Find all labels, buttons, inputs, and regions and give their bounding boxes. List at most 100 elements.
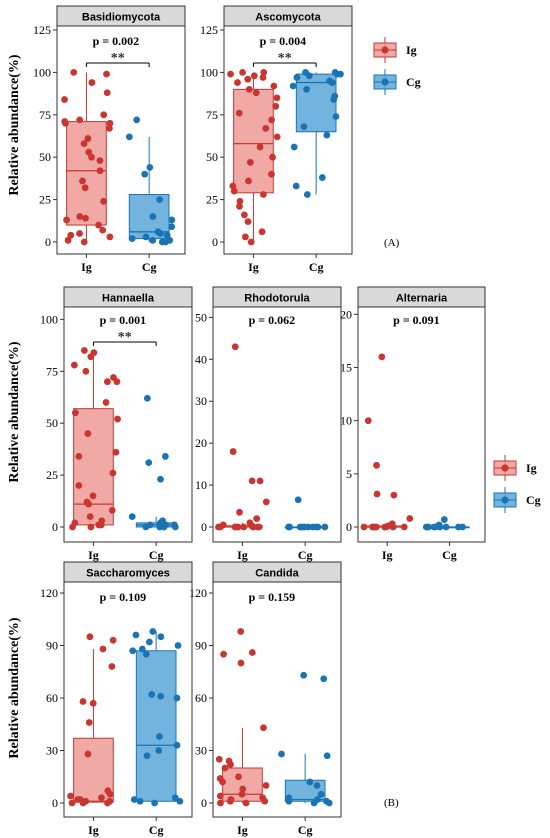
data-point-ig — [272, 102, 280, 110]
data-point-ig — [85, 148, 93, 156]
data-point-ig — [99, 645, 107, 653]
data-point-cg — [171, 523, 179, 531]
data-point-cg — [285, 523, 293, 531]
y-tick-label: 0 — [212, 235, 218, 249]
box-ig — [233, 88, 274, 194]
data-point-cg — [422, 523, 430, 531]
data-point-ig — [108, 663, 116, 670]
data-point-cg — [304, 523, 312, 531]
data-point-cg — [303, 85, 310, 93]
data-point-ig — [236, 197, 244, 205]
data-point-cg — [133, 116, 141, 124]
data-point-cg — [321, 523, 329, 531]
data-point-ig — [260, 191, 267, 198]
y-tick-label: 50 — [206, 150, 218, 164]
data-point-cg — [157, 633, 165, 641]
data-point-ig — [95, 221, 102, 229]
data-point-ig — [109, 469, 117, 477]
data-point-ig — [241, 233, 249, 241]
data-point-ig — [103, 378, 111, 386]
y-tick-label: 25 — [46, 468, 58, 482]
panel-border — [56, 25, 186, 255]
significance-stars: ** — [118, 330, 132, 345]
data-point-ig — [239, 69, 246, 76]
legend-point — [501, 496, 509, 504]
data-point-ig — [62, 119, 69, 127]
data-point-ig — [79, 698, 87, 705]
data-point-cg — [317, 790, 325, 798]
data-point-ig — [96, 157, 104, 164]
data-point-ig — [220, 650, 228, 658]
legend-label-cg: Cg — [406, 75, 421, 89]
data-point-ig — [76, 116, 84, 124]
data-point-ig — [81, 184, 89, 192]
legend-point — [501, 464, 509, 472]
data-point-ig — [248, 649, 256, 656]
data-point-ig — [64, 236, 72, 244]
y-tick-label: 90 — [195, 639, 207, 653]
data-point-ig — [260, 69, 268, 76]
data-point-cg — [128, 513, 136, 521]
data-point-ig — [232, 523, 240, 531]
legend-a: Ig Cg — [373, 37, 421, 95]
data-point-ig — [86, 513, 94, 521]
data-point-cg — [294, 496, 302, 504]
data-point-ig — [236, 508, 243, 516]
data-point-ig — [84, 750, 92, 758]
data-point-ig — [217, 523, 224, 531]
data-point-ig — [236, 202, 243, 210]
p-value-label: p = 0.091 — [393, 313, 440, 327]
strip-title: Hannaella — [102, 293, 155, 305]
y-tick-label: 75 — [206, 108, 218, 122]
data-point-cg — [156, 733, 163, 740]
legend-point — [381, 46, 389, 54]
data-point-cg — [173, 741, 181, 749]
data-point-cg — [158, 238, 166, 246]
data-point-ig — [79, 799, 87, 807]
data-point-cg — [325, 799, 333, 807]
data-point-ig — [244, 75, 252, 83]
y-tick-label: 10 — [195, 478, 207, 492]
y-axis-label-a: Relative abundance(%) — [7, 54, 22, 196]
data-point-ig — [273, 94, 281, 102]
data-point-ig — [99, 226, 107, 234]
y-tick-label: 50 — [39, 150, 51, 164]
data-point-ig — [268, 170, 275, 178]
data-point-cg — [129, 647, 137, 655]
data-point-cg — [176, 797, 184, 805]
data-point-ig — [216, 792, 224, 800]
data-point-ig — [112, 448, 120, 456]
data-point-cg — [157, 475, 164, 483]
legend-label-ig: Ig — [526, 461, 537, 475]
y-tick-label: 25 — [39, 193, 51, 207]
data-point-ig — [262, 498, 270, 506]
data-point-ig — [258, 228, 266, 236]
p-value-label: p = 0.109 — [100, 590, 147, 604]
data-point-ig — [221, 764, 229, 772]
significance-stars: ** — [278, 51, 292, 66]
data-point-ig — [88, 79, 96, 86]
y-axis-label-b2: Relative abundance(%) — [7, 617, 22, 759]
data-point-cg — [161, 453, 169, 460]
y-tick-label: 125 — [200, 23, 218, 37]
panel-border — [212, 306, 342, 543]
data-point-cg — [300, 123, 308, 131]
data-point-ig — [106, 790, 114, 798]
data-point-cg — [455, 523, 462, 531]
data-point-ig — [67, 231, 75, 239]
data-point-cg — [141, 170, 149, 178]
data-point-cg — [285, 797, 293, 805]
panel-border — [63, 306, 193, 543]
data-point-ig — [70, 361, 78, 369]
data-point-ig — [108, 506, 116, 514]
data-point-cg — [174, 642, 182, 649]
x-tick-label-cg: Cg — [142, 260, 157, 274]
data-point-cg — [323, 752, 331, 760]
data-point-cg — [328, 79, 336, 86]
data-point-ig — [273, 133, 281, 141]
data-point-ig — [88, 153, 95, 161]
data-point-cg — [142, 650, 150, 658]
p-value-label: p = 0.001 — [100, 313, 147, 327]
data-point-cg — [168, 216, 176, 224]
data-point-ig — [100, 111, 108, 119]
